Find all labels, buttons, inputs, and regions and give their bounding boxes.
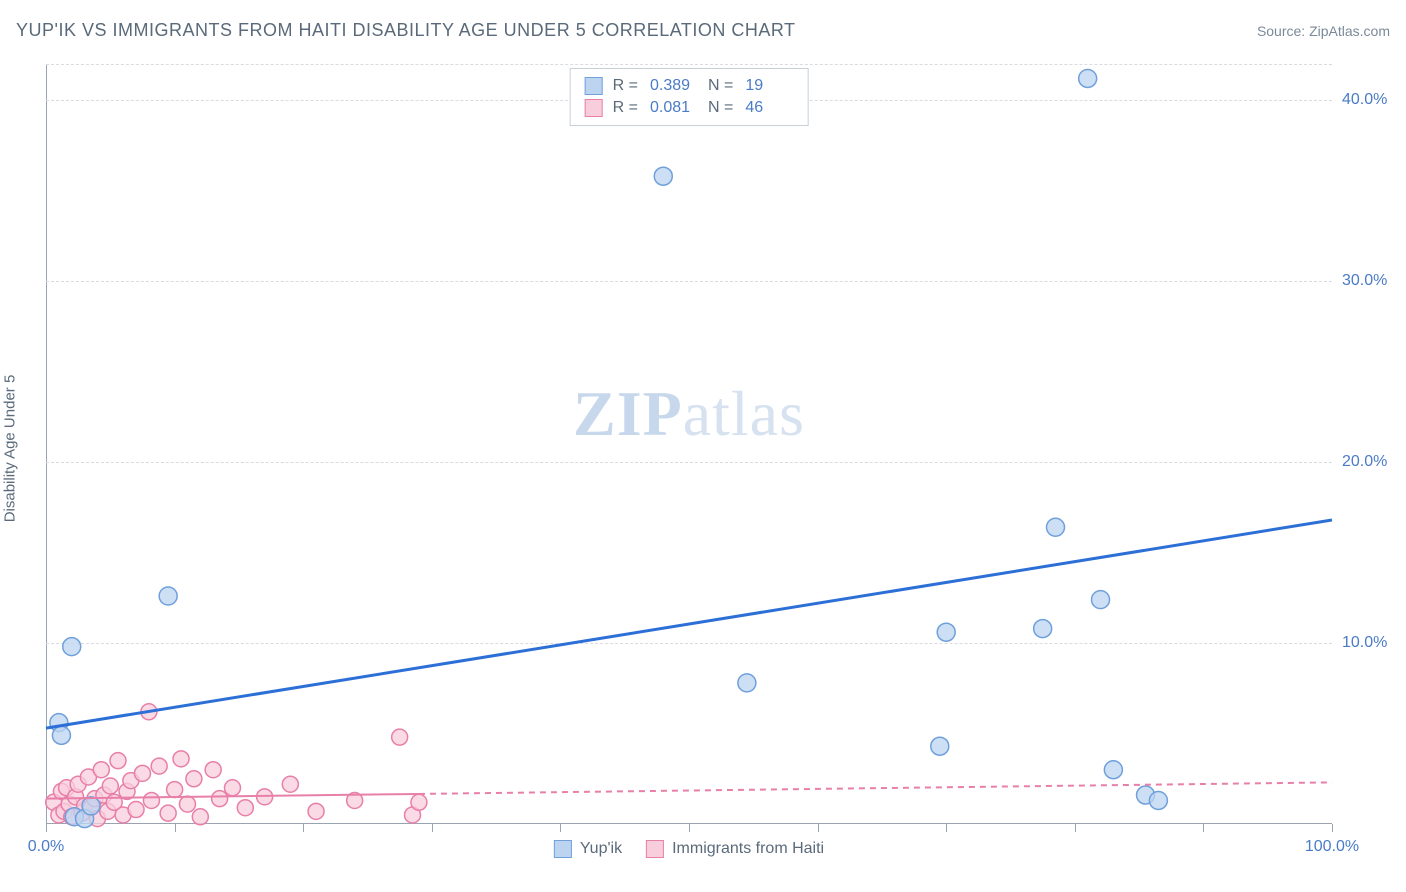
legend-n-key: N = bbox=[708, 77, 733, 95]
y-tick-label: 20.0% bbox=[1342, 453, 1402, 471]
scatter-svg bbox=[46, 64, 1332, 824]
chart-header: YUP'IK VS IMMIGRANTS FROM HAITI DISABILI… bbox=[16, 20, 1390, 41]
legend-row-yupik: R = 0.389 N = 19 bbox=[585, 75, 794, 97]
legend-n-key: N = bbox=[708, 99, 733, 117]
legend-swatch-haiti bbox=[585, 99, 603, 117]
haiti-scatter-points bbox=[46, 704, 427, 827]
y-tick-label: 40.0% bbox=[1342, 91, 1402, 109]
legend-label-yupik: Yup'ik bbox=[580, 840, 622, 858]
y-tick-label: 30.0% bbox=[1342, 272, 1402, 290]
legend-series: Yup'ik Immigrants from Haiti bbox=[554, 840, 824, 858]
y-tick-label: 10.0% bbox=[1342, 634, 1402, 652]
legend-label-haiti: Immigrants from Haiti bbox=[672, 840, 824, 858]
legend-swatch-haiti bbox=[646, 840, 664, 858]
legend-n-val-haiti: 46 bbox=[745, 99, 793, 117]
trend-lines bbox=[46, 520, 1332, 799]
legend-correlation-box: R = 0.389 N = 19 R = 0.081 N = 46 bbox=[570, 68, 809, 126]
legend-swatch-yupik bbox=[585, 77, 603, 95]
legend-r-val-haiti: 0.081 bbox=[650, 99, 698, 117]
yupik-scatter-points bbox=[50, 69, 1168, 827]
legend-n-val-yupik: 19 bbox=[745, 77, 793, 95]
legend-r-val-yupik: 0.389 bbox=[650, 77, 698, 95]
legend-swatch-yupik bbox=[554, 840, 572, 858]
y-axis-label: Disability Age Under 5 bbox=[2, 375, 19, 523]
x-axis-max-label: 100.0% bbox=[1305, 838, 1359, 856]
legend-item-yupik: Yup'ik bbox=[554, 840, 622, 858]
legend-r-key: R = bbox=[613, 77, 638, 95]
chart-plot-area: ZIPatlas 10.0%20.0%30.0%40.0% 0.0% 100.0… bbox=[46, 64, 1332, 824]
chart-title: YUP'IK VS IMMIGRANTS FROM HAITI DISABILI… bbox=[16, 20, 796, 41]
legend-r-key: R = bbox=[613, 99, 638, 117]
x-axis-min-label: 0.0% bbox=[28, 838, 64, 856]
chart-source: Source: ZipAtlas.com bbox=[1257, 23, 1390, 39]
legend-row-haiti: R = 0.081 N = 46 bbox=[585, 97, 794, 119]
legend-item-haiti: Immigrants from Haiti bbox=[646, 840, 824, 858]
